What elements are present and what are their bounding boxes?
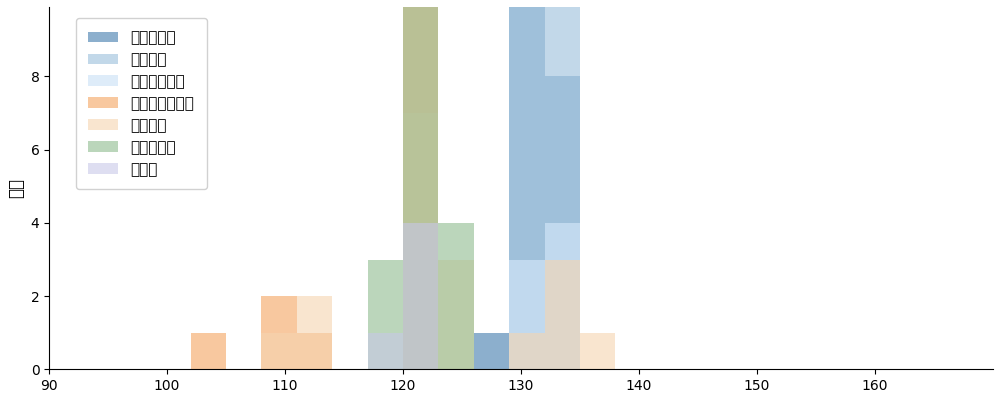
Bar bbox=[403, 113, 438, 369]
Bar bbox=[580, 333, 615, 369]
Legend: ストレート, シュート, カットボール, チェンジアップ, シンカー, スライダー, カーブ: ストレート, シュート, カットボール, チェンジアップ, シンカー, スライダ… bbox=[76, 18, 207, 189]
Bar bbox=[438, 223, 474, 369]
Bar bbox=[474, 333, 509, 369]
Bar bbox=[545, 76, 580, 369]
Bar bbox=[261, 333, 297, 369]
Bar bbox=[403, 260, 438, 369]
Bar bbox=[509, 0, 545, 369]
Bar bbox=[191, 333, 226, 369]
Bar bbox=[403, 0, 438, 369]
Bar bbox=[403, 223, 438, 369]
Bar bbox=[368, 260, 403, 369]
Bar bbox=[297, 296, 332, 369]
Bar bbox=[403, 0, 438, 369]
Bar bbox=[368, 333, 403, 369]
Bar bbox=[297, 333, 332, 369]
Bar bbox=[509, 333, 545, 369]
Bar bbox=[509, 260, 545, 369]
Bar bbox=[438, 260, 474, 369]
Bar bbox=[261, 296, 297, 369]
Bar bbox=[545, 223, 580, 369]
Bar bbox=[509, 3, 545, 369]
Bar bbox=[545, 260, 580, 369]
Bar bbox=[545, 3, 580, 369]
Y-axis label: 球数: 球数 bbox=[7, 178, 25, 198]
